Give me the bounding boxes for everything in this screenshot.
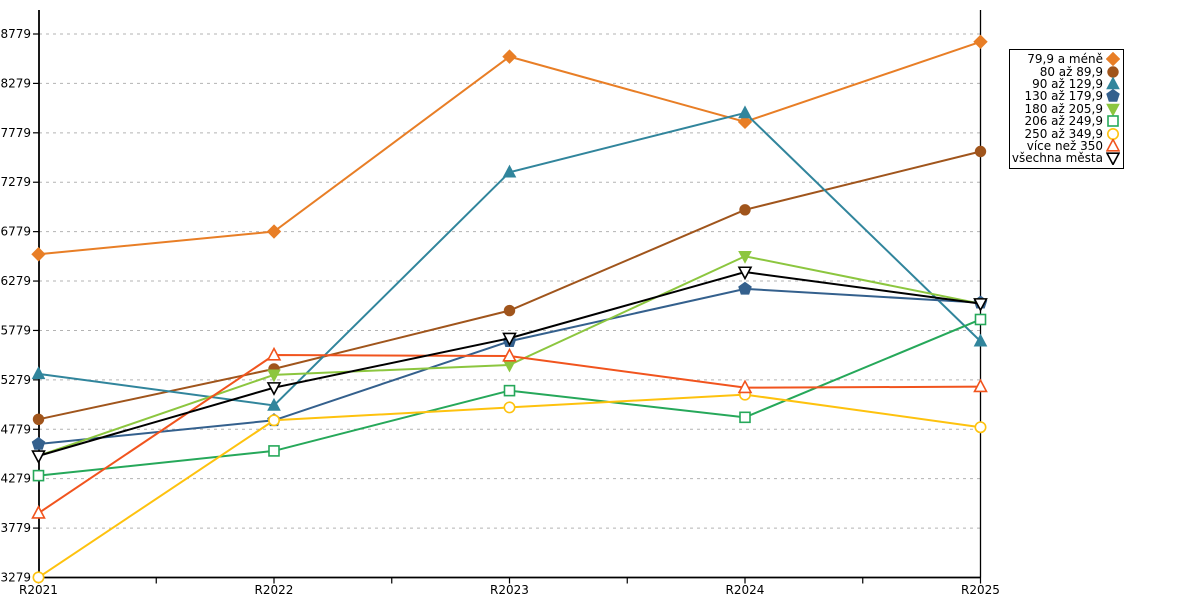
legend-label: více než 350 [1026,138,1103,153]
triangle-up-legend-icon [1106,138,1120,152]
legend-label: 206 až 249,9 [1024,114,1103,129]
data-point-marker [266,382,282,396]
series-90 až 129,9 [31,105,988,411]
series-79,9 a méně [31,34,988,262]
data-point-marker [502,164,517,178]
series-206 až 249,9 [32,313,987,482]
series-všechna města [31,266,988,465]
x-tick-label: R2023 [490,583,529,597]
data-point-marker [973,34,988,50]
data-point-marker [739,204,751,216]
data-point-marker [267,397,281,411]
data-point-marker [974,421,987,434]
data-point-marker [1106,76,1120,90]
data-point-marker [738,250,752,264]
legend-label: 80 až 89,9 [1039,64,1103,79]
series-line [37,393,981,579]
y-tick-label: 8279 [0,76,31,90]
legend-item: všechna města [1011,151,1120,166]
data-point-marker [267,369,281,383]
data-point-marker [1106,138,1120,152]
x-tick-label: R2022 [255,583,294,597]
data-point-marker [1106,152,1120,166]
legend-label: 90 až 129,9 [1032,76,1103,91]
data-point-marker [502,49,517,64]
series-250 až 349,9 [32,388,987,584]
data-point-marker [739,411,751,424]
legend-item: 80 až 89,9 [1012,64,1120,79]
y-tick-label: 6779 [0,225,31,239]
data-point-marker [737,266,753,281]
data-point-marker [738,281,752,295]
data-point-marker [32,469,45,482]
x-tick-label: R2021 [19,583,58,597]
data-point-marker [738,105,752,119]
legend-item: 79,9 a méně [1012,52,1120,67]
data-point-marker [974,145,987,158]
series-více než 350 [31,346,988,519]
data-point-marker [503,384,516,397]
y-tick-label: 5779 [0,323,31,337]
y-tick-label: 3779 [0,521,31,535]
legend-label: všechna města [1011,151,1103,166]
triangle-up-legend-icon [1106,76,1120,90]
data-point-marker [268,445,280,457]
data-point-marker [1107,65,1119,78]
data-point-marker [503,401,516,414]
y-tick-label: 7779 [0,126,31,140]
legend-item: 180 až 205,9 [1012,101,1120,116]
legend-item: 250 až 349,9 [1012,126,1120,141]
data-point-marker [1107,127,1119,140]
data-point-marker [31,504,46,519]
legend: 79,9 a méně 80 až 89,9 90 až 129,9 130 až 1… [1009,49,1124,169]
data-point-marker [1107,115,1119,127]
data-point-marker [31,366,46,380]
data-point-marker [1106,52,1120,67]
triangle-down-legend-icon [1106,152,1120,166]
triangle-down-legend-icon [1106,103,1120,116]
y-tick-label: 7279 [0,175,31,189]
y-tick-label: 8779 [0,27,31,41]
legend-item: více než 350 [1012,138,1120,153]
legend-label: 79,9 a méně [1027,52,1103,67]
data-point-marker [737,114,753,130]
legend-label: 180 až 205,9 [1024,101,1103,116]
data-point-marker [974,313,987,326]
data-point-marker [266,224,282,239]
data-point-marker [31,247,46,262]
data-point-marker [266,346,282,361]
x-tick-label: R2024 [726,583,765,597]
y-tick-label: 4779 [0,422,31,436]
y-tick-label: 6279 [0,274,31,288]
data-point-marker [31,450,46,465]
data-point-marker [973,378,988,393]
data-point-marker [32,413,45,425]
data-point-marker [502,332,517,347]
legend-item: 130 až 179,9 [1012,89,1120,104]
data-point-marker [503,304,516,317]
legend-label: 130 až 179,9 [1024,89,1103,104]
data-point-marker [973,333,988,347]
data-point-marker [32,571,45,584]
data-point-marker [31,436,46,450]
data-point-marker [1106,103,1120,116]
x-tick-label: R2025 [961,583,1000,597]
series-line [38,40,981,256]
y-tick-label: 5279 [0,373,31,387]
legend-item: 90 až 129,9 [1012,76,1120,91]
data-point-marker [1106,89,1120,103]
pentagon-legend-icon [1106,89,1120,103]
square-legend-icon [1107,115,1119,127]
y-tick-label: 4279 [0,472,31,486]
data-point-marker [737,379,753,394]
legend-item: 206 až 249,9 [1012,115,1120,127]
legend-label: 250 až 349,9 [1024,126,1103,141]
diamond-legend-icon [1106,52,1120,67]
data-point-marker [502,347,517,362]
data-point-marker [973,298,988,312]
y-tick-label: 3279 [0,571,31,585]
data-point-marker [267,414,280,427]
